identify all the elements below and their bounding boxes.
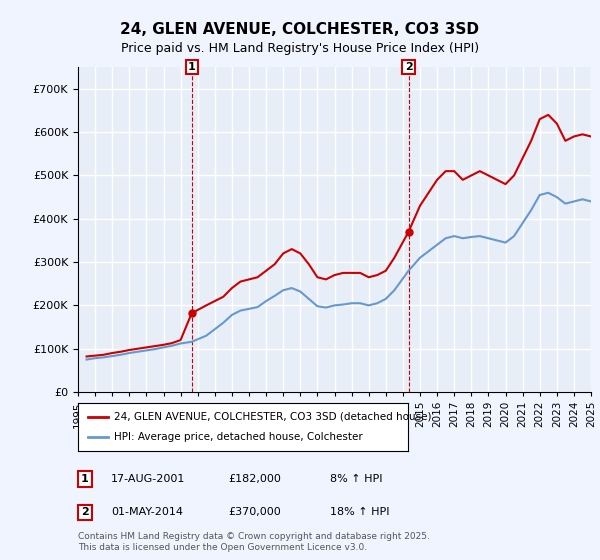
Text: Contains HM Land Registry data © Crown copyright and database right 2025.
This d: Contains HM Land Registry data © Crown c… xyxy=(78,532,430,552)
Text: £182,000: £182,000 xyxy=(228,474,281,484)
Text: 2: 2 xyxy=(404,62,412,72)
Text: 1: 1 xyxy=(81,474,89,484)
Text: 24, GLEN AVENUE, COLCHESTER, CO3 3SD: 24, GLEN AVENUE, COLCHESTER, CO3 3SD xyxy=(121,22,479,38)
Text: 17-AUG-2001: 17-AUG-2001 xyxy=(111,474,185,484)
Text: Price paid vs. HM Land Registry's House Price Index (HPI): Price paid vs. HM Land Registry's House … xyxy=(121,42,479,55)
Text: 24, GLEN AVENUE, COLCHESTER, CO3 3SD (detached house): 24, GLEN AVENUE, COLCHESTER, CO3 3SD (de… xyxy=(115,412,432,422)
Text: 18% ↑ HPI: 18% ↑ HPI xyxy=(330,507,389,517)
Text: 2: 2 xyxy=(81,507,89,517)
Text: 8% ↑ HPI: 8% ↑ HPI xyxy=(330,474,383,484)
Text: HPI: Average price, detached house, Colchester: HPI: Average price, detached house, Colc… xyxy=(115,432,363,442)
Text: £370,000: £370,000 xyxy=(228,507,281,517)
Text: 01-MAY-2014: 01-MAY-2014 xyxy=(111,507,183,517)
Text: 1: 1 xyxy=(188,62,196,72)
